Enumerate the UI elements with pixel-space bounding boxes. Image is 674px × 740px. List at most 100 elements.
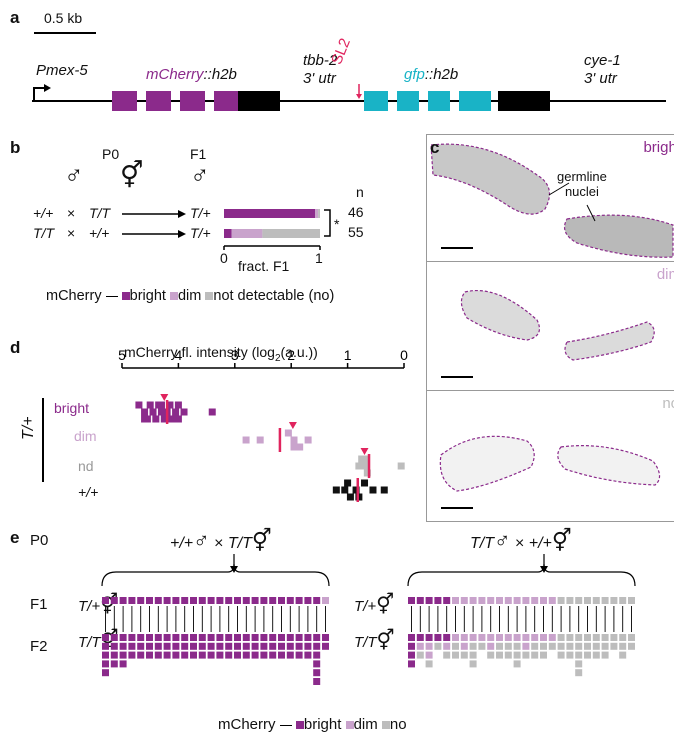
right-f1-worm [628,597,635,604]
right-f1-worm [557,597,565,604]
gfp-exon [428,91,450,111]
data-point [284,429,292,437]
right-f1-worm [487,597,495,604]
left-f2-worm [278,634,285,641]
bar-bright-0 [224,209,316,218]
right-f2-worm [575,660,583,668]
intensity-tick-label: 3 [231,347,239,363]
left-f2-worm [198,634,206,641]
left-f2-worm [313,678,321,685]
right-f2-worm [513,634,521,641]
right-f2-worm [584,634,591,641]
left-f2-worm [242,651,250,659]
left-f2-worm [216,642,224,650]
intensity-tick-label: 1 [344,347,352,363]
hermaphrodite-symbol: ⚥ [120,160,144,190]
scale-label: 0.5 kb [44,10,83,26]
data-point [208,408,216,416]
male-symbol: ♂ [64,160,84,190]
data-point [361,479,369,487]
f1-male-symbol: ♂ [190,160,210,190]
right-f2-worm [566,651,574,659]
right-f2-worm [601,651,609,659]
panel-a-letter: a [10,8,20,27]
mcherry-exon [180,91,205,111]
n-value-1: 46 [348,204,364,220]
right-f2-worm [478,642,486,650]
legend-e-no-swatch [381,721,390,729]
h2b-exon [238,91,280,111]
right-f2-worm [478,634,486,641]
right-f2-worm [522,642,530,650]
right-f1-worm [434,597,442,604]
right-f2-worm [522,634,530,641]
data-point [157,408,165,416]
right-f1-worm [566,597,574,604]
right-f2-worm [504,634,512,641]
right-f2-worm [425,634,433,641]
left-f2-worm [102,651,109,659]
left-f2-worm [110,634,118,641]
e-f2-label: F2 [30,638,48,655]
right-f2-worm [504,642,512,650]
bar-dim-0 [315,209,319,218]
right-f2-worm [469,642,477,650]
right-f1-worm [443,597,451,604]
right-f2-worm [610,634,618,641]
left-f2-worm [295,634,303,641]
left-f2-worm [225,634,233,641]
times-sign: × [67,225,76,241]
right-f1-worm [575,597,583,604]
left-f2-worm [154,651,162,659]
right-f2-worm [408,642,415,650]
right-f2-worm [557,642,565,650]
left-f2-worm [286,642,294,650]
right-f2-worm [540,634,547,641]
germline-nuclei-annotation: germline nuclei [557,169,607,199]
h2b-exon [498,91,550,111]
right-f2-worm [452,642,459,650]
left-f2-worm [313,651,321,659]
legend-b: mCherry bright dim not detectable (no) [46,288,335,304]
right-f2-worm [416,651,424,659]
right-f2-worm [575,642,583,650]
left-f2-worm [137,642,145,650]
right-f2-worm [408,660,415,668]
right-f1-worm [469,597,477,604]
right-f2-worm [513,651,521,659]
right-f2-worm [434,634,442,641]
right-f2-worm [601,642,609,650]
cross2-f1: T/+ [190,225,211,241]
row-label-nd: nd [78,458,94,474]
left-f2-worm [146,642,153,650]
intensity-tick-label: 4 [175,347,183,363]
left-f1-worm [313,597,321,604]
data-point [180,408,188,416]
gfp-exon [397,91,419,111]
right-f1-worm [478,597,486,604]
utr1-label: tbb-2 3' utr [303,52,338,87]
left-brace [101,563,330,587]
right-f2-worm [575,651,583,659]
cross2-male: T/T [33,225,54,241]
left-f2-worm [304,634,312,641]
right-f1-worm [610,597,618,604]
left-f1-worm [119,597,127,604]
right-f1-worm [540,597,547,604]
left-f1-worm [110,597,118,604]
left-f2-worm [163,642,171,650]
left-f2-worm [110,651,118,659]
data-point [361,462,369,470]
data-point [141,415,149,423]
left-f1-worm [163,597,171,604]
e-f1-label: F1 [30,596,48,613]
left-f2-worm [260,651,268,659]
right-f2-worm [487,651,495,659]
data-point [166,415,174,423]
right-f1-worm [522,597,530,604]
mcherry-exon [214,91,238,111]
left-f2-worm [295,642,303,650]
left-f2-worm [172,651,180,659]
right-f2-worm [548,634,556,641]
